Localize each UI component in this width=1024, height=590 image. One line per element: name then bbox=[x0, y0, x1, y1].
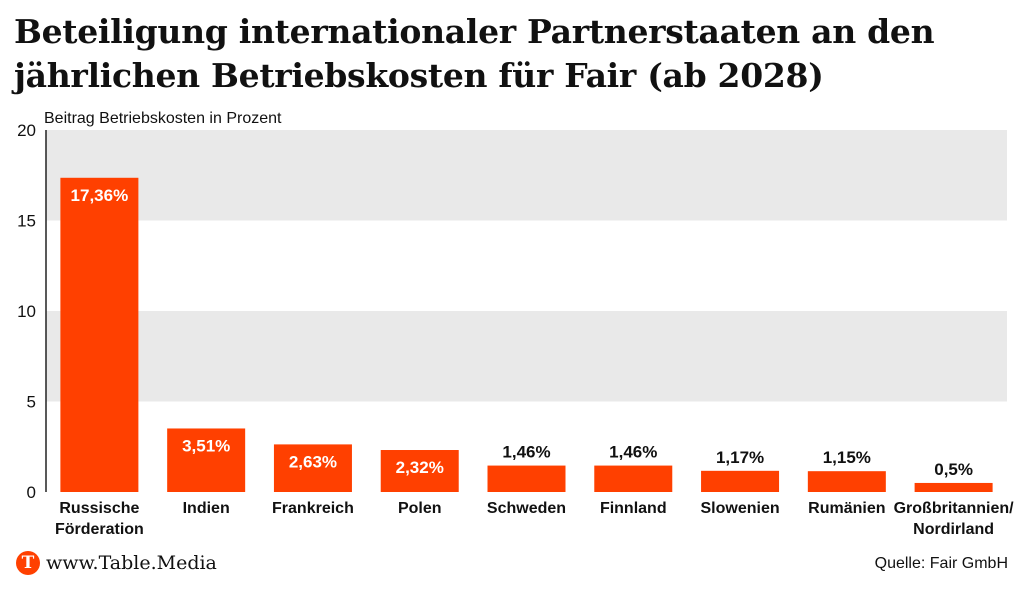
chart-title-line-1: Beteiligung internationaler Partnerstaat… bbox=[14, 12, 935, 51]
x-tick-label: Russische bbox=[59, 500, 139, 517]
bar-value-label: 1,15% bbox=[823, 448, 871, 467]
y-tick-label: 5 bbox=[27, 393, 36, 412]
y-axis-label: Beitrag Betriebskosten in Prozent bbox=[44, 110, 282, 127]
bar-value-label: 2,63% bbox=[289, 452, 337, 471]
x-tick-label: Schweden bbox=[487, 500, 566, 517]
bar-value-label: 3,51% bbox=[182, 436, 230, 455]
bar bbox=[273, 444, 352, 492]
chart-title: Beteiligung internationaler Partnerstaat… bbox=[14, 10, 1004, 98]
bar-value-label: 17,36% bbox=[71, 186, 129, 205]
bar-value-label: 1,17% bbox=[716, 448, 764, 467]
chart-title-line-2: jährlichen Betriebskosten für Fair (ab 2… bbox=[14, 56, 824, 95]
y-tick-label: 15 bbox=[17, 212, 36, 231]
y-tick-label: 0 bbox=[27, 483, 36, 502]
bar bbox=[594, 465, 673, 492]
bar bbox=[807, 471, 886, 492]
x-tick-label: Frankreich bbox=[272, 500, 354, 517]
bar bbox=[701, 470, 780, 492]
source-note: Quelle: Fair GmbH bbox=[874, 555, 1008, 572]
x-tick-label: Finnland bbox=[600, 500, 667, 517]
x-tick-label: Polen bbox=[398, 500, 442, 517]
y-tick-label: 10 bbox=[17, 302, 36, 321]
bar bbox=[487, 465, 566, 492]
table-media-logo-icon: T bbox=[16, 551, 40, 575]
brand-url: www.Table.Media bbox=[46, 552, 217, 574]
x-tick-label: Förderation bbox=[55, 521, 144, 538]
brand-logo: T www.Table.Media bbox=[16, 551, 217, 575]
bar bbox=[914, 482, 993, 492]
grid-band bbox=[46, 311, 1007, 402]
bar-value-label: 1,46% bbox=[502, 443, 550, 462]
bar bbox=[380, 450, 459, 492]
x-tick-label: Großbritannien/ bbox=[894, 500, 1015, 517]
bar bbox=[60, 177, 139, 492]
bar-value-label: 2,32% bbox=[396, 458, 444, 477]
x-tick-label: Slowenien bbox=[700, 500, 779, 517]
bar-value-label: 1,46% bbox=[609, 443, 657, 462]
grid-band bbox=[46, 130, 1007, 221]
bar-value-label: 0,5% bbox=[934, 460, 973, 479]
y-tick-label: 20 bbox=[17, 121, 36, 140]
x-tick-label: Indien bbox=[183, 500, 230, 517]
x-tick-label: Nordirland bbox=[913, 521, 994, 538]
bar bbox=[167, 428, 246, 492]
x-tick-label: Rumänien bbox=[808, 500, 885, 517]
